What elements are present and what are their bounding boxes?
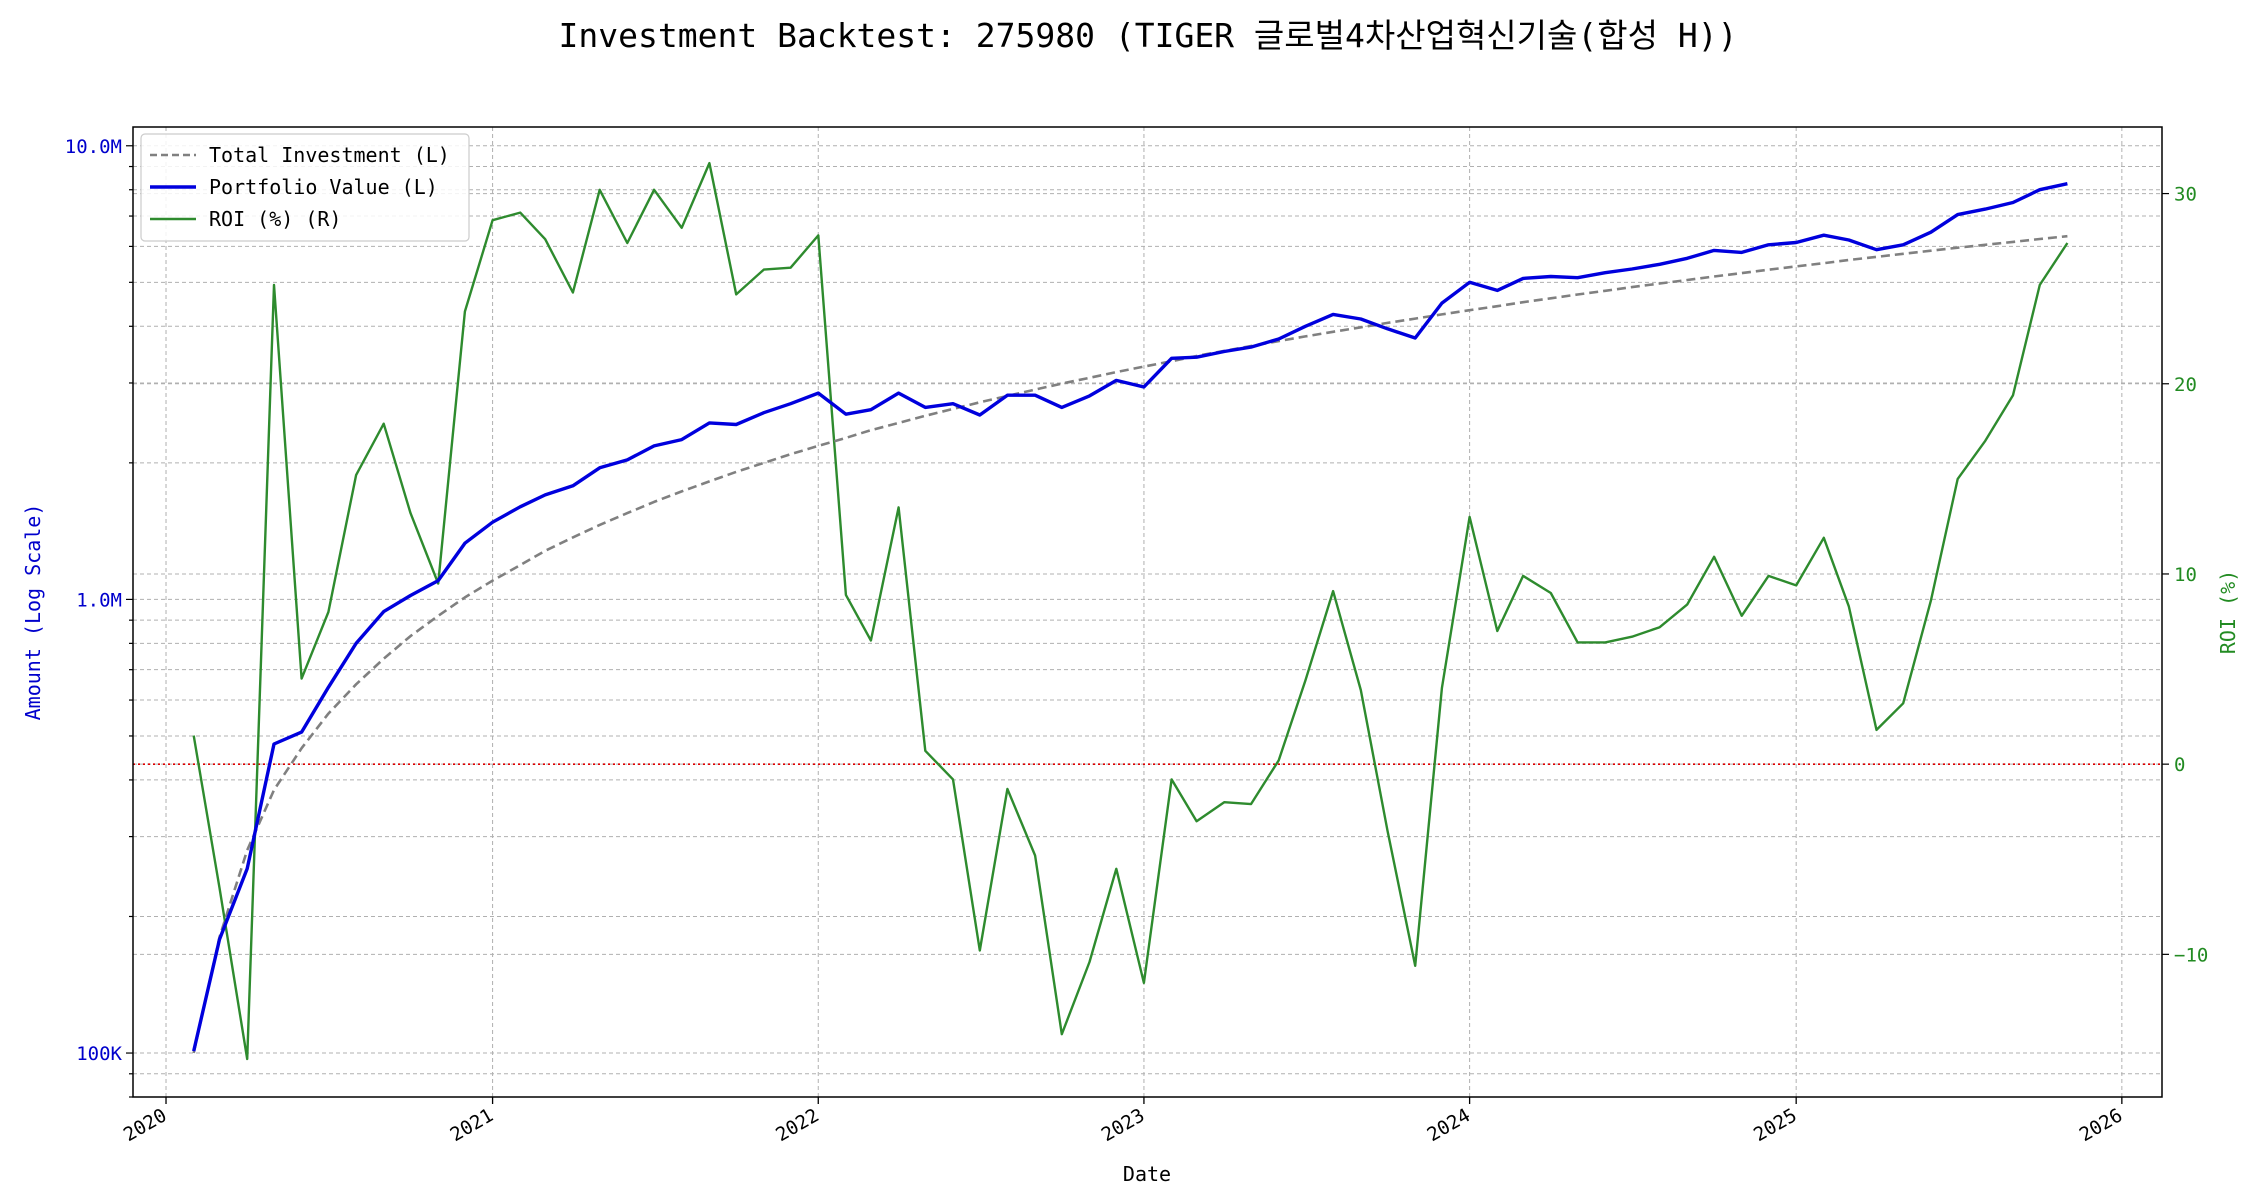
legend-label: ROI (%) (R) xyxy=(209,207,341,231)
plot-frame xyxy=(132,126,2163,1098)
legend: Total Investment (L) Portfolio Value (L) R… xyxy=(140,133,470,242)
y-right-tick-label: −10 xyxy=(2174,944,2208,966)
y-left-axis-ticks: 100K 1.0M 10.0M xyxy=(65,136,133,1098)
x-tick-label: 2020 xyxy=(120,1104,171,1146)
legend-label: Total Investment (L) xyxy=(209,143,450,167)
x-tick-label: 2023 xyxy=(1098,1104,1149,1146)
y-right-tick-label: 10 xyxy=(2174,564,2197,586)
y-right-axis-ticks: −10 0 10 20 30 xyxy=(2162,184,2208,966)
y-right-tick-label: 0 xyxy=(2174,754,2185,776)
y-left-tick-label: 1.0M xyxy=(76,589,122,611)
y-right-tick-label: 20 xyxy=(2174,374,2197,396)
chart-title: Investment Backtest: 275980 (TIGER 글로벌4차… xyxy=(559,16,1738,55)
x-axis-label: Date xyxy=(1123,1162,1171,1186)
x-tick-label: 2025 xyxy=(1750,1104,1801,1146)
legend-box xyxy=(140,133,470,242)
series-lines xyxy=(192,161,2069,1061)
roi-line xyxy=(192,161,2069,1061)
y-left-axis-label: Amount (Log Scale) xyxy=(21,504,45,721)
x-tick-label: 2024 xyxy=(1423,1104,1474,1146)
x-tick-label: 2022 xyxy=(772,1104,823,1146)
x-axis-ticks: 2020 2021 2022 2023 2024 2025 2026 xyxy=(120,1097,2126,1146)
x-tick-label: 2021 xyxy=(446,1104,497,1146)
y-left-tick-label: 100K xyxy=(76,1043,122,1065)
y-right-tick-label: 30 xyxy=(2174,184,2197,206)
portfolio-value-line xyxy=(192,182,2068,1052)
y-right-axis-label: ROI (%) xyxy=(2216,570,2240,654)
legend-label: Portfolio Value (L) xyxy=(209,175,438,199)
grid-lines xyxy=(133,127,2162,1098)
y-left-tick-label: 10.0M xyxy=(65,136,122,158)
x-tick-label: 2026 xyxy=(2076,1104,2127,1146)
